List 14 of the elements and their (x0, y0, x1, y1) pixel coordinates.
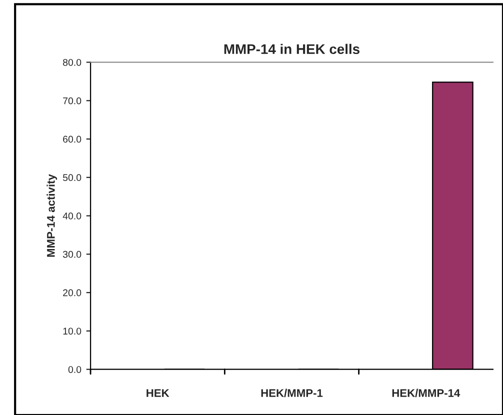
y-tick-label: 30.0 (62, 250, 82, 258)
chart-title: MMP-14 in HEK cells (224, 44, 360, 54)
x-tick-label: HEK (146, 389, 170, 397)
y-tick-label: 70.0 (63, 97, 82, 104)
y-tick-label: 80.0 (63, 58, 82, 66)
y-tick-label: 10.0 (63, 328, 82, 335)
y-tick-label: 0.0 (68, 366, 82, 373)
y-axis-title: MMP-14 activity (46, 174, 58, 257)
y-tick-label: 40.0 (62, 212, 82, 220)
y-tick-label: 60.0 (63, 136, 82, 143)
y-tick-label: 50.0 (62, 174, 82, 182)
x-tick-label: HEK/MMP-1 (261, 388, 323, 398)
y-tick-label: 20.0 (63, 289, 82, 296)
x-tick-label: HEK/MMP-14 (392, 388, 460, 398)
